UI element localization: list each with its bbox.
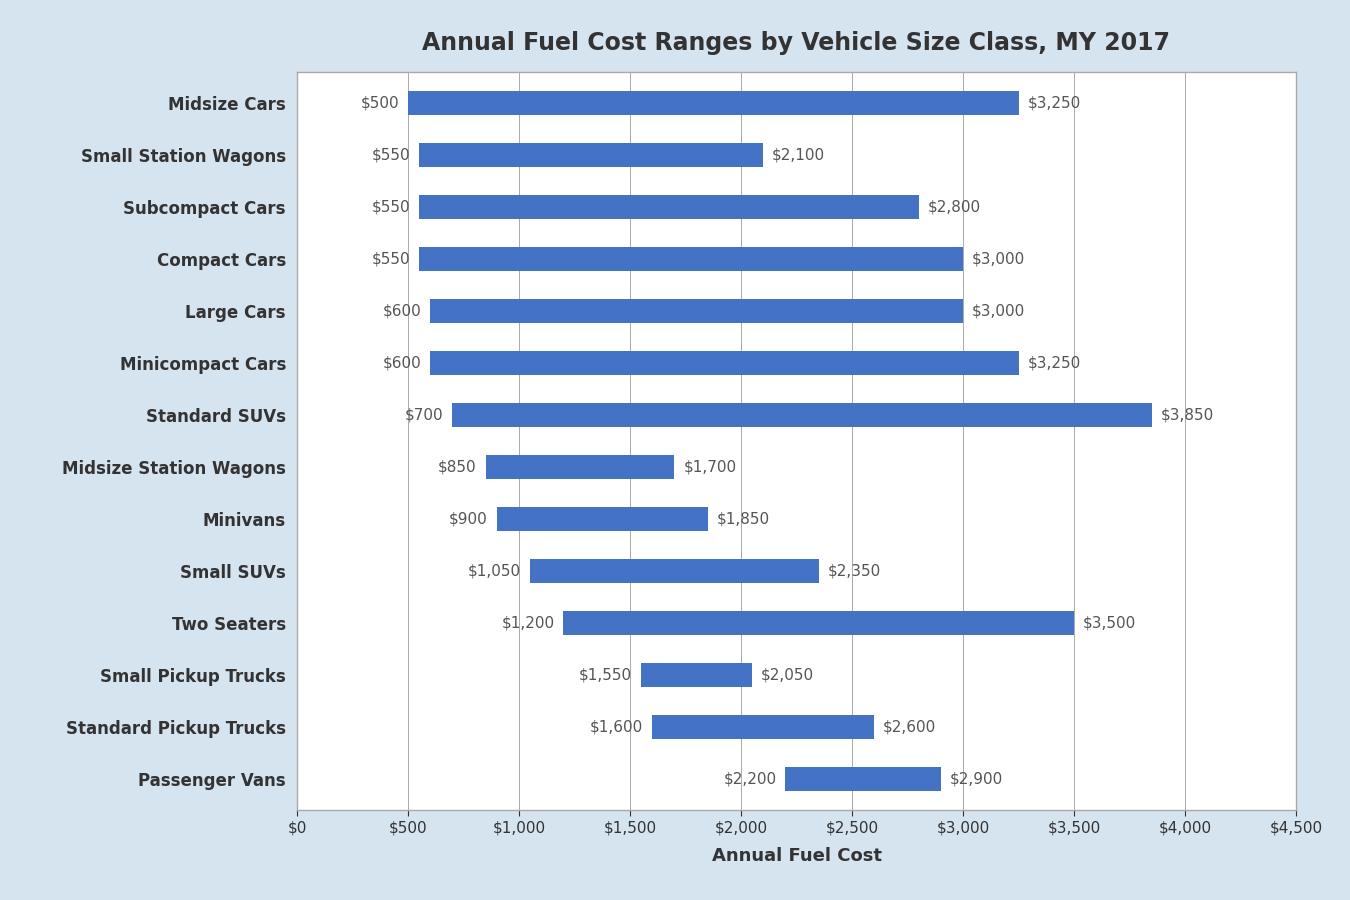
Text: $2,600: $2,600 bbox=[883, 719, 937, 734]
Bar bbox=[641, 663, 752, 687]
Bar bbox=[452, 403, 1152, 427]
Text: $600: $600 bbox=[382, 356, 421, 371]
Bar bbox=[531, 559, 818, 582]
Text: $3,250: $3,250 bbox=[1027, 95, 1080, 111]
Bar bbox=[431, 300, 963, 323]
Text: $3,000: $3,000 bbox=[972, 303, 1025, 319]
Bar bbox=[563, 611, 1075, 634]
Bar bbox=[786, 767, 941, 790]
Bar bbox=[652, 716, 875, 739]
Text: $2,800: $2,800 bbox=[927, 200, 980, 214]
Text: $2,900: $2,900 bbox=[949, 771, 1003, 787]
Text: $900: $900 bbox=[450, 511, 487, 526]
Bar bbox=[497, 508, 707, 531]
Text: $3,250: $3,250 bbox=[1027, 356, 1080, 371]
Text: $3,500: $3,500 bbox=[1083, 616, 1137, 630]
Text: $1,550: $1,550 bbox=[579, 668, 632, 682]
Text: $700: $700 bbox=[405, 408, 444, 422]
X-axis label: Annual Fuel Cost: Annual Fuel Cost bbox=[711, 847, 882, 865]
Text: $3,850: $3,850 bbox=[1161, 408, 1214, 422]
Text: $3,000: $3,000 bbox=[972, 252, 1025, 266]
Text: $1,200: $1,200 bbox=[501, 616, 555, 630]
Text: $1,050: $1,050 bbox=[468, 563, 521, 579]
Text: $550: $550 bbox=[371, 252, 410, 266]
Text: $1,700: $1,700 bbox=[683, 460, 736, 474]
Title: Annual Fuel Cost Ranges by Vehicle Size Class, MY 2017: Annual Fuel Cost Ranges by Vehicle Size … bbox=[423, 31, 1170, 55]
Text: $550: $550 bbox=[371, 148, 410, 163]
Bar bbox=[486, 455, 675, 479]
Text: $600: $600 bbox=[382, 303, 421, 319]
Text: $2,350: $2,350 bbox=[828, 563, 880, 579]
Bar bbox=[418, 195, 918, 219]
Bar bbox=[418, 143, 763, 166]
Text: $2,050: $2,050 bbox=[761, 668, 814, 682]
Text: $850: $850 bbox=[439, 460, 477, 474]
Text: $1,850: $1,850 bbox=[717, 511, 769, 526]
Bar bbox=[418, 248, 963, 271]
Text: $500: $500 bbox=[360, 95, 400, 111]
Text: $2,100: $2,100 bbox=[772, 148, 825, 163]
Text: $2,200: $2,200 bbox=[724, 771, 776, 787]
Text: $550: $550 bbox=[371, 200, 410, 214]
Bar bbox=[408, 92, 1018, 115]
Text: $1,600: $1,600 bbox=[590, 719, 644, 734]
Bar bbox=[431, 351, 1018, 374]
